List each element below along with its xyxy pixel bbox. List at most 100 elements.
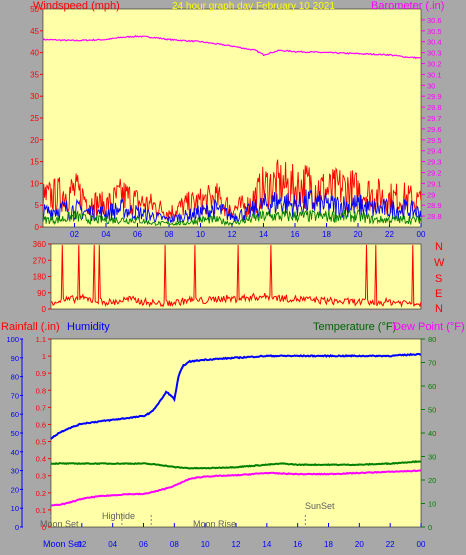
baro-y-tick-label: 30.4 [427,38,442,47]
moon-set-axis-annotation: Moon Set [43,539,82,549]
baro-y-tick-label: 29.6 [427,125,442,134]
temp-y-tick-label: 70 [428,359,436,368]
humidity-label: Humidity [67,321,110,333]
direction-w: W [434,257,445,269]
direction-y-tick-label: 90 [37,289,46,298]
top-x-tick-label: 16 [291,230,300,239]
wind-y-tick-label: 40 [30,49,39,58]
direction-plot-area [50,243,422,310]
top-x-tick-label: 10 [196,230,205,239]
top-x-tick-label: 08 [165,230,174,239]
wind-y-tick-label: 15 [30,158,39,167]
temp-y-tick-label: 50 [428,406,436,415]
baro-y-tick-label: 29 [427,190,435,199]
bottom-x-tick-label: 22 [386,540,395,549]
bottom-x-tick-label: 02 [77,540,86,549]
bottom-x-tick-label: 16 [293,540,302,549]
temp-y-tick-label: 10 [428,500,436,509]
rain-y-tick-label: 0.2 [36,489,46,498]
wind-y-tick-label: 20 [30,136,39,145]
top-x-tick-label: 12 [228,230,237,239]
temp-y-tick-label: 40 [428,429,436,438]
humidity-y-tick-label: 70 [11,391,19,400]
wind-y-tick-label: 25 [30,114,39,123]
humidity-y-tick-label: 0 [15,523,19,532]
wind-y-tick-label: 45 [30,27,39,36]
sunset-annotation: SunSet [305,501,335,511]
top-x-tick-label: 22 [385,230,394,239]
baro-y-tick-label: 28.9 [427,201,442,210]
bottom-plot-area [50,338,422,528]
top-x-tick-label: 00 [417,230,426,239]
top-x-tick-label: 14 [259,230,268,239]
rain-y-tick-label: 0.5 [36,438,46,447]
direction-s: S [435,273,442,285]
rain-y-tick-label: 0.4 [36,455,46,464]
direction-y-tick-label: 360 [33,240,47,249]
baro-y-tick-label: 29.2 [427,169,442,178]
top-x-tick-label: 20 [354,230,363,239]
top-x-tick-label: 02 [70,230,79,239]
bottom-x-tick-label: 04 [108,540,117,549]
windspeed-label: Windspeed (mph) [33,0,120,12]
baro-y-tick-label: 29.8 [427,103,442,112]
graph-title: 24 hour graph day February 10 2021 [172,1,335,12]
top-x-tick-label: 06 [133,230,142,239]
humidity-y-tick-label: 40 [11,448,19,457]
baro-y-tick-label: 30 [427,81,435,90]
direction-n-bottom: N [435,303,443,315]
humidity-y-tick-label: 30 [11,467,19,476]
wind-y-tick-label: 0 [35,223,40,232]
wind-direction-line [51,244,422,308]
baro-y-tick-label: 29.3 [427,158,442,167]
wind-y-tick-label: 50 [30,5,39,14]
rain-y-tick-label: 0.3 [36,472,46,481]
temp-y-tick-label: 30 [428,453,436,462]
rain-y-tick-label: 0.7 [36,403,46,412]
moon-rise-annotation: Moon Rise [193,519,236,529]
direction-e: E [435,288,442,300]
rain-y-tick-label: 0 [42,523,46,532]
rain-y-tick-label: 0.1 [36,506,46,515]
rain-y-tick-label: 1 [42,352,46,361]
wind-avg-line [42,189,422,224]
dewpoint-label: Dew Point (°F) [393,321,465,333]
bottom-x-tick-label: 08 [170,540,179,549]
baro-y-tick-label: 29.1 [427,179,442,188]
dewpoint-line [50,469,422,507]
baro-y-tick-label: 29.4 [427,147,442,156]
baro-y-tick-label: 29.9 [427,92,442,101]
rainfall-label: Rainfall (.in) [1,321,60,333]
bottom-x-tick-label: 00 [417,540,426,549]
baro-y-tick-label: 30.5 [427,27,442,36]
humidity-y-tick-label: 20 [11,485,19,494]
baro-y-tick-label: 28.8 [427,212,442,221]
direction-y-tick-label: 270 [33,256,47,265]
rain-y-tick-label: 0.9 [36,369,46,378]
wind-y-tick-label: 10 [30,179,39,188]
wind-y-tick-label: 35 [30,70,39,79]
temperature-line [50,459,422,470]
baro-y-tick-label: 30.3 [427,49,442,58]
temperature-label: Temperature (°F) [313,321,396,333]
baro-y-tick-label: 30.1 [427,70,442,79]
wind-y-tick-label: 5 [35,201,40,210]
bottom-x-tick-label: 18 [324,540,333,549]
direction-y-tick-label: 0 [42,305,47,314]
baro-y-tick-label: 29.7 [427,114,442,123]
humidity-y-tick-label: 10 [11,504,19,513]
temp-y-tick-label: 0 [428,523,432,532]
humidity-y-tick-label: 50 [11,429,19,438]
humidity-line [50,352,422,440]
temp-y-tick-label: 80 [428,335,436,344]
rain-y-tick-label: 0.6 [36,420,46,429]
bottom-x-tick-label: 14 [262,540,271,549]
wind-low-line [42,208,422,227]
humidity-y-tick-label: 90 [11,354,19,363]
bottom-x-tick-label: 06 [139,540,148,549]
baro-y-tick-label: 29.5 [427,136,442,145]
bottom-x-tick-label: 12 [232,540,241,549]
top-x-tick-label: 04 [102,230,111,239]
